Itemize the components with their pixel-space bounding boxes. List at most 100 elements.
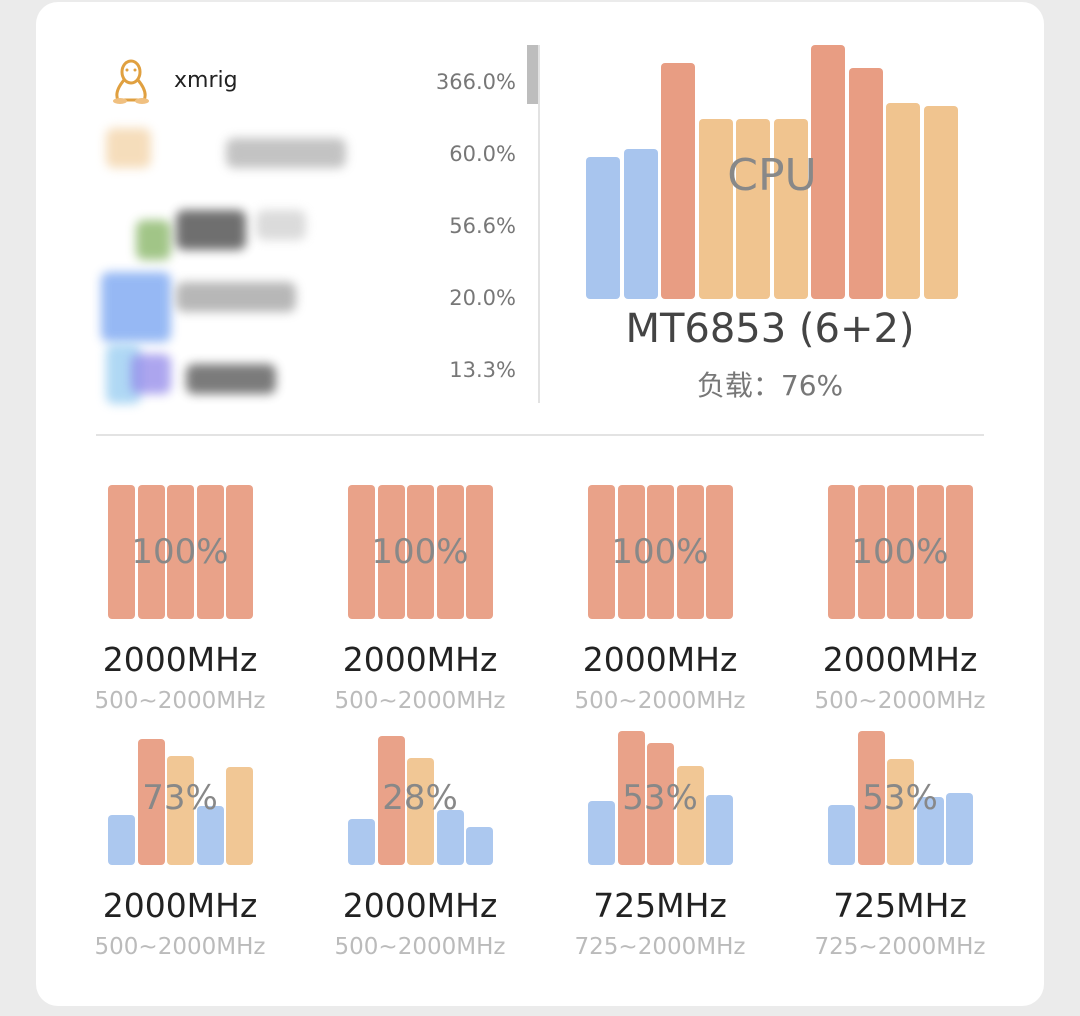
cluster-history-chart	[348, 485, 493, 619]
blurred-content	[106, 128, 151, 168]
core-cluster: 100% 2000MHz 500~2000MHz	[780, 485, 1020, 730]
cluster-frequency: 2000MHz	[822, 640, 978, 679]
process-row[interactable]: 56.6%	[96, 190, 516, 262]
cluster-load: 73%	[142, 778, 218, 818]
history-bar	[436, 485, 464, 619]
cpu-history-chart	[586, 45, 958, 299]
core-cluster: 53% 725MHz 725~2000MHz	[780, 731, 1020, 976]
cluster-load: 100%	[851, 532, 949, 572]
process-row[interactable]: xmrig 366.0%	[96, 46, 516, 118]
history-bar	[226, 767, 253, 865]
process-cpu-usage: 20.0%	[449, 286, 516, 310]
blurred-content	[226, 138, 346, 168]
history-bar	[108, 485, 135, 619]
history-bar	[857, 731, 885, 865]
process-cpu-usage: 366.0%	[435, 70, 516, 94]
cluster-frequency: 725MHz	[593, 886, 727, 925]
cluster-load: 100%	[611, 532, 709, 572]
core-cluster: 73% 2000MHz 500~2000MHz	[60, 731, 300, 976]
history-bar	[736, 118, 770, 299]
core-cluster: 100% 2000MHz 500~2000MHz	[540, 485, 780, 730]
app-icon	[101, 272, 296, 342]
cluster-load: 53%	[862, 778, 938, 818]
history-bar	[617, 731, 645, 865]
core-cluster: 53% 725MHz 725~2000MHz	[540, 731, 780, 976]
cluster-load: 28%	[382, 778, 458, 818]
core-cluster: 100% 2000MHz 500~2000MHz	[60, 485, 300, 730]
history-bar	[588, 800, 615, 865]
history-bar	[196, 485, 224, 619]
history-bar	[698, 118, 733, 299]
history-bar	[226, 485, 253, 619]
history-bar	[773, 118, 808, 299]
cluster-history-chart	[348, 731, 493, 865]
cluster-frequency-range: 725~2000MHz	[574, 934, 746, 960]
app-icon	[106, 344, 276, 404]
blurred-content	[176, 210, 246, 250]
core-cluster: 28% 2000MHz 500~2000MHz	[300, 731, 540, 976]
history-bar	[923, 105, 958, 299]
cluster-history-chart	[588, 731, 733, 865]
history-bar	[647, 485, 674, 619]
process-row[interactable]: 20.0%	[96, 262, 516, 342]
history-bar	[588, 485, 615, 619]
history-bar	[377, 736, 405, 865]
history-bar	[167, 756, 194, 865]
history-bar	[466, 485, 493, 619]
process-row[interactable]: 13.3%	[96, 334, 516, 406]
cluster-history-chart	[588, 485, 733, 619]
history-bar	[887, 759, 914, 865]
history-bar	[848, 67, 883, 299]
blurred-content	[136, 220, 171, 260]
cluster-frequency: 2000MHz	[342, 640, 498, 679]
blurred-content	[256, 210, 306, 240]
history-bar	[676, 485, 704, 619]
history-bar	[946, 485, 973, 619]
process-cpu-usage: 60.0%	[449, 142, 516, 166]
cluster-frequency-range: 500~2000MHz	[94, 688, 266, 714]
history-bar	[466, 827, 493, 865]
history-bar	[886, 103, 920, 299]
divider	[96, 434, 984, 436]
cluster-frequency-range: 500~2000MHz	[334, 688, 506, 714]
history-bar	[946, 792, 973, 865]
history-bar	[617, 485, 645, 619]
scrollbar-track[interactable]	[538, 45, 540, 403]
history-bar	[661, 62, 695, 299]
cpu-label: CPU	[727, 150, 817, 201]
history-bar	[706, 485, 733, 619]
cluster-load: 100%	[131, 532, 229, 572]
blurred-content	[101, 272, 171, 342]
cpu-load: 负载：76%	[696, 369, 844, 402]
process-row[interactable]: 60.0%	[96, 118, 516, 190]
process-name: xmrig	[174, 68, 238, 93]
cluster-frequency: 2000MHz	[582, 640, 738, 679]
history-bar	[407, 757, 434, 865]
core-cluster: 100% 2000MHz 500~2000MHz	[300, 485, 540, 730]
app-icon	[106, 128, 346, 178]
cluster-history-chart	[828, 731, 973, 865]
cluster-frequency-range: 500~2000MHz	[574, 688, 746, 714]
history-bar	[137, 739, 165, 865]
cluster-history-chart	[108, 731, 253, 865]
history-bar	[167, 485, 194, 619]
cluster-history-chart	[108, 485, 253, 619]
history-bar	[828, 804, 855, 865]
history-bar	[348, 819, 375, 865]
history-bar	[108, 815, 135, 865]
history-bar	[811, 45, 845, 299]
history-bar	[916, 485, 944, 619]
blurred-content	[186, 364, 276, 394]
cluster-frequency: 2000MHz	[342, 886, 498, 925]
history-bar	[137, 485, 165, 619]
cluster-frequency-range: 500~2000MHz	[334, 934, 506, 960]
cluster-frequency: 2000MHz	[102, 640, 258, 679]
process-cpu-usage: 56.6%	[449, 214, 516, 238]
history-bar	[857, 485, 885, 619]
history-bar	[196, 806, 224, 865]
blurred-content	[176, 282, 296, 312]
history-bar	[623, 149, 658, 299]
scrollbar-thumb[interactable]	[527, 45, 538, 104]
history-bar	[436, 810, 464, 865]
blurred-content	[131, 354, 171, 394]
